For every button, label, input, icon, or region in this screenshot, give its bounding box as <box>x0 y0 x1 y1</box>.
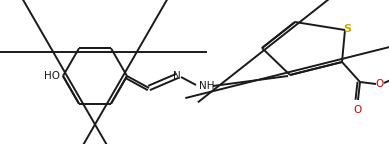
Text: O: O <box>354 105 362 115</box>
Text: NH: NH <box>199 81 214 91</box>
Text: O: O <box>376 79 384 89</box>
Text: S: S <box>343 24 351 34</box>
Text: N: N <box>173 71 181 81</box>
Text: HO: HO <box>44 71 60 81</box>
